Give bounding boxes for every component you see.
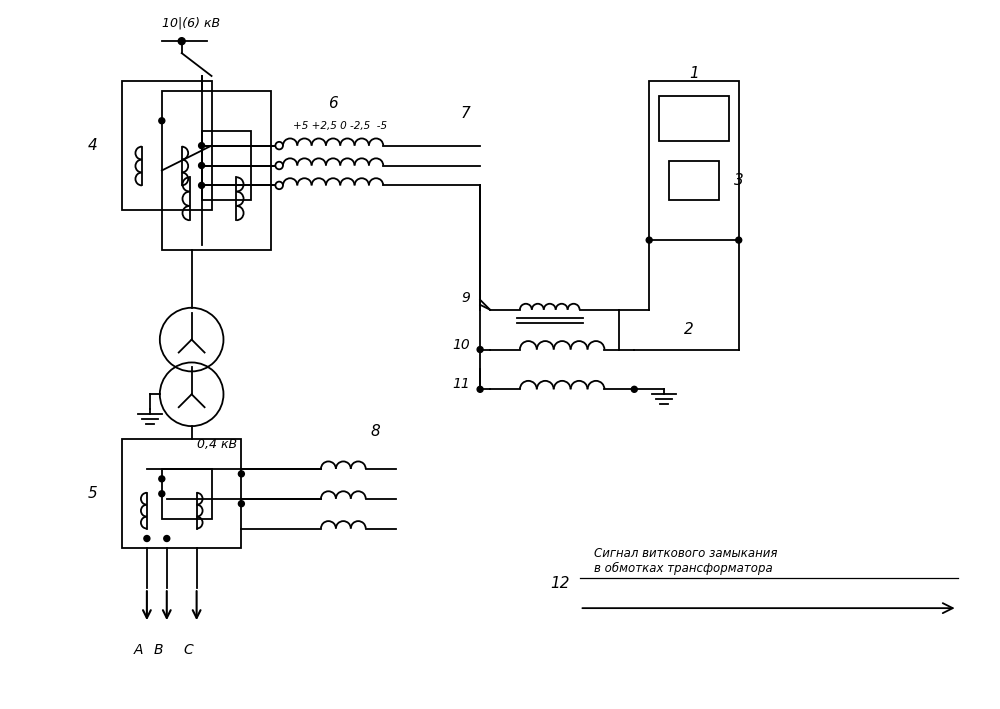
Text: 4: 4 (87, 138, 97, 153)
Text: B: B (154, 643, 164, 657)
Text: +5 +2,5 0 -2,5  -5: +5 +2,5 0 -2,5 -5 (293, 121, 387, 130)
Text: 10|(6) кВ: 10|(6) кВ (162, 16, 220, 29)
Text: 6: 6 (328, 96, 338, 111)
Text: 9: 9 (461, 291, 470, 305)
Text: 0,4 кВ: 0,4 кВ (197, 438, 237, 451)
Circle shape (178, 38, 185, 45)
Text: 5: 5 (87, 486, 97, 501)
Bar (649, 81, 739, 240)
Text: Сигнал виткового замыкания
в обмотках трансформатора: Сигнал виткового замыкания в обмотках тр… (594, 547, 778, 575)
Text: 1: 1 (689, 66, 699, 81)
Bar (202, 130, 251, 201)
Text: 11: 11 (452, 377, 470, 391)
Circle shape (736, 237, 742, 243)
Bar (122, 439, 241, 549)
Bar (669, 160, 719, 201)
Circle shape (144, 535, 150, 542)
Circle shape (199, 182, 205, 189)
Bar (162, 469, 212, 518)
Text: 2: 2 (684, 322, 694, 337)
Text: 12: 12 (550, 576, 570, 591)
Circle shape (159, 118, 165, 124)
Bar (659, 96, 729, 140)
Bar (162, 91, 271, 250)
Circle shape (646, 237, 652, 243)
Circle shape (159, 491, 165, 497)
Bar (122, 81, 212, 211)
Circle shape (238, 471, 244, 477)
Text: A: A (134, 643, 144, 657)
Text: 7: 7 (460, 106, 470, 121)
Circle shape (631, 386, 637, 392)
Text: 3: 3 (734, 173, 743, 188)
Circle shape (477, 386, 483, 392)
Circle shape (477, 347, 483, 352)
Circle shape (199, 143, 205, 149)
Text: C: C (184, 643, 194, 657)
Circle shape (238, 501, 244, 507)
Circle shape (159, 476, 165, 482)
Text: 8: 8 (371, 424, 380, 439)
Circle shape (164, 535, 170, 542)
Text: 10: 10 (452, 337, 470, 352)
Circle shape (199, 162, 205, 169)
